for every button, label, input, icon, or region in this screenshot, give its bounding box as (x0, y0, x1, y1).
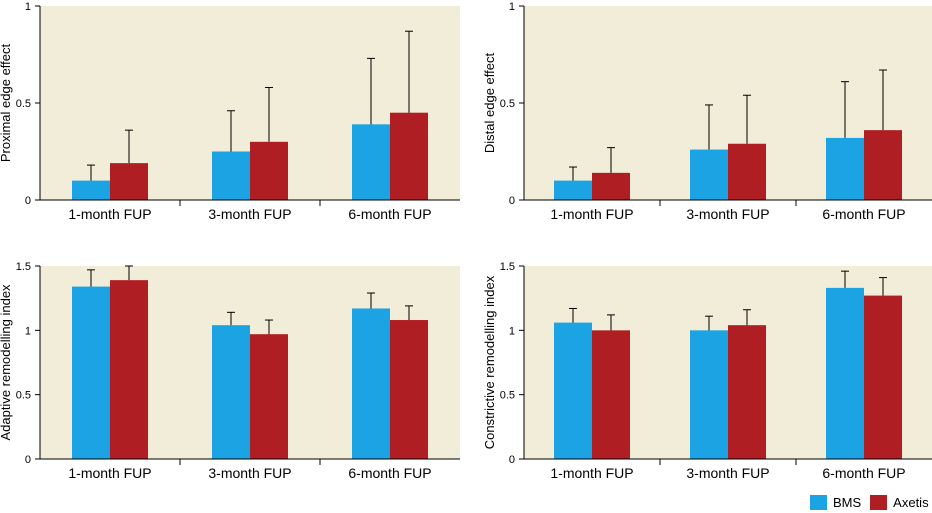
x-tick-label-1: 1-month FUP (68, 206, 151, 222)
y-tick-label-3: 1 (25, 1, 31, 13)
bar-bms-3 (352, 124, 390, 200)
x-tick-label-1: 1-month FUP (68, 465, 151, 481)
bar-bms-3 (826, 137, 864, 200)
y-tick-label-3: 1 (509, 325, 515, 337)
bar-axetis-1 (110, 280, 148, 459)
chart-panel-2: 1-month FUP 3-month FUP 6-month FUP 0 0.5 1 Di… (482, 1, 932, 222)
legend: BMS Axetis (810, 495, 932, 510)
bar-axetis-3 (864, 130, 902, 200)
y-axis-label: Constrictive remodelling index (482, 275, 497, 449)
chart-panel-1: 1-month FUP 3-month FUP 6-month FUP 0 0.5 1 Pr… (0, 1, 460, 222)
bar-bms-1 (554, 180, 592, 200)
y-tick-label-1: 0 (509, 454, 515, 466)
x-tick-label-3: 6-month FUP (348, 465, 431, 481)
y-tick-label-2: 0.5 (500, 98, 515, 110)
chart-panel-4: 1-month FUP 3-month FUP 6-month FUP 0 0.5 1 1.… (482, 261, 932, 481)
bar-bms-2 (690, 330, 728, 459)
bar-axetis-1 (110, 163, 148, 200)
bar-axetis-2 (250, 141, 288, 200)
bar-axetis-3 (864, 295, 902, 459)
x-tick-label-3: 6-month FUP (348, 206, 431, 222)
chart-panel-3: 1-month FUP 3-month FUP 6-month FUP 0 0.5 1 1.… (0, 261, 460, 481)
y-tick-label-4: 1.5 (500, 261, 515, 273)
y-tick-label-1: 0 (509, 195, 515, 207)
y-tick-label-1: 0 (25, 195, 31, 207)
y-tick-label-2: 0.5 (16, 98, 31, 110)
x-tick-label-2: 3-month FUP (686, 465, 769, 481)
y-tick-label-2: 0.5 (500, 390, 515, 402)
bar-axetis-1 (592, 172, 630, 200)
x-tick-label-2: 3-month FUP (208, 206, 291, 222)
y-axis-label: Proximal edge effect (0, 43, 13, 162)
x-tick-label-1: 1-month FUP (550, 465, 633, 481)
y-tick-label-3: 1 (25, 325, 31, 337)
x-tick-label-3: 6-month FUP (822, 465, 905, 481)
bar-axetis-2 (250, 334, 288, 459)
legend-label-bms: BMS (833, 495, 862, 510)
bar-axetis-2 (728, 143, 766, 200)
bar-bms-2 (212, 325, 250, 459)
legend-label-axetis: Axetis (893, 495, 929, 510)
legend-swatch-axetis (870, 495, 888, 510)
bar-bms-1 (72, 180, 110, 200)
legend-item-bms: BMS (810, 495, 861, 510)
legend-item-axetis: Axetis (870, 495, 929, 510)
bar-bms-3 (826, 287, 864, 459)
y-tick-label-2: 0.5 (16, 390, 31, 402)
x-tick-label-2: 3-month FUP (208, 465, 291, 481)
y-tick-label-4: 1.5 (16, 261, 31, 273)
bar-bms-2 (690, 149, 728, 200)
bar-bms-2 (212, 151, 250, 200)
x-tick-label-1: 1-month FUP (550, 206, 633, 222)
bar-axetis-1 (592, 330, 630, 459)
bar-axetis-3 (390, 112, 428, 200)
y-tick-label-1: 0 (25, 454, 31, 466)
y-axis-label: Adaptive remodelling index (0, 284, 13, 441)
x-tick-label-2: 3-month FUP (686, 206, 769, 222)
legend-swatch-bms (810, 495, 827, 510)
bar-bms-1 (554, 322, 592, 459)
bar-axetis-2 (728, 325, 766, 459)
x-tick-label-3: 6-month FUP (822, 206, 905, 222)
y-axis-label: Distal edge effect (482, 53, 497, 154)
bar-bms-1 (72, 286, 110, 459)
bar-axetis-3 (390, 320, 428, 459)
bar-bms-3 (352, 308, 390, 459)
y-tick-label-3: 1 (509, 1, 515, 13)
